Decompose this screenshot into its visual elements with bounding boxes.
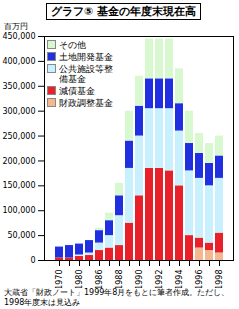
html-text:減債基金: 減債基金 [59,86,95,96]
svg-text:400,000: 400,000 [2,57,35,66]
svg-text:450,000: 450,000 [2,32,35,41]
svg-text:350,000: 350,000 [2,82,35,91]
svg-text:1988: 1988 [115,270,124,289]
svg-text:1998: 1998 [215,270,224,289]
svg-text:250,000: 250,000 [2,132,35,141]
svg-text:150,000: 150,000 [2,181,35,190]
html-text:グラフ⑤ 基金の年度末現在高: グラフ⑤ 基金の年度末現在高 [51,5,197,18]
svg-text:0: 0 [30,256,35,265]
html-text:土地開発基金: 土地開発基金 [59,52,113,62]
svg-text:50,000: 50,000 [8,231,36,240]
svg-text:1996: 1996 [195,270,204,289]
html-text:財政調整基金: 財政調整基金 [59,98,113,108]
svg-text:100,000: 100,000 [2,206,35,215]
html-text:公共施設等整備基金: 公共施設等整備基金 [59,64,113,84]
svg-text:200,000: 200,000 [2,157,35,166]
svg-text:1992: 1992 [155,270,164,289]
svg-text:1970: 1970 [55,270,64,289]
svg-text:1994: 1994 [175,270,184,289]
svg-text:1980: 1980 [75,270,84,289]
svg-text:300,000: 300,000 [2,107,35,116]
html-text:その他: その他 [59,40,86,50]
svg-text:百万円: 百万円 [4,22,28,31]
html-text:大蔵省「財政ノート」1999年8月をもとに筆者作成。ただし、: 大蔵省「財政ノート」1999年8月をもとに筆者作成。ただし、1998年度末は見込… [4,288,230,307]
svg-text:1986: 1986 [95,270,104,289]
svg-text:1990: 1990 [135,270,144,289]
